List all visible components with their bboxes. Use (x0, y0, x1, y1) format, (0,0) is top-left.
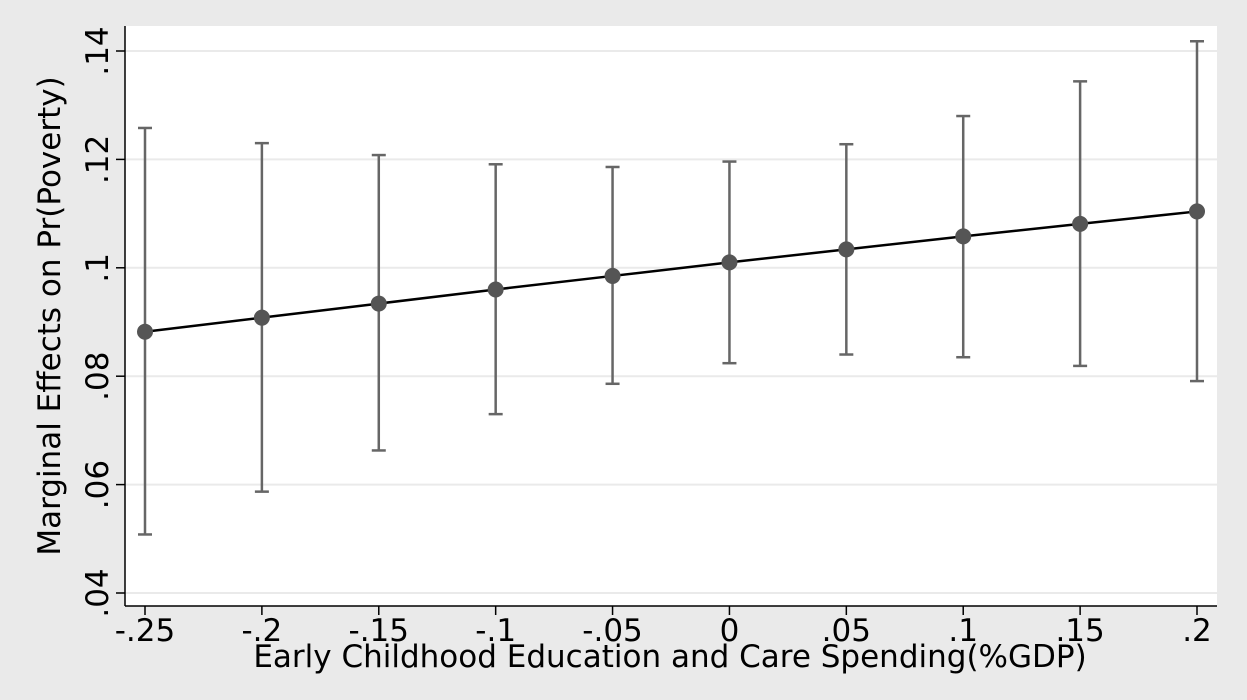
grid-layer (125, 50, 1217, 594)
x-tick-label: -.25 (115, 613, 176, 649)
series-line (144, 210, 1198, 333)
data-point (604, 267, 621, 284)
x-tick-label: -.05 (582, 613, 643, 649)
x-tick-label: .05 (822, 613, 871, 649)
data-point (721, 254, 738, 271)
x-tick-label: .1 (948, 613, 978, 649)
plot-area (125, 26, 1217, 606)
data-point (370, 295, 387, 312)
x-tick-label: -.2 (242, 613, 283, 649)
marker-layer (137, 203, 1205, 340)
line-layer (144, 210, 1198, 333)
y-tick-label: .1 (80, 253, 116, 283)
x-tick-label: 0 (720, 613, 740, 649)
data-point (487, 281, 504, 298)
data-point (1072, 215, 1089, 232)
data-point (955, 228, 972, 245)
x-tick-label: -.1 (475, 613, 516, 649)
y-tick-label: .08 (80, 352, 116, 401)
y-tick-label: .14 (80, 26, 116, 75)
data-point (253, 309, 270, 326)
y-tick-label: .04 (80, 568, 116, 617)
y-tick-label: .06 (80, 460, 116, 509)
data-point (1189, 203, 1205, 220)
x-tick-label: .2 (1182, 613, 1212, 649)
axis-layer: .04 .06 .08 .1 .12 .14 -.25 -.2 -.15 -.1 -.05 0 .05.… (80, 26, 1217, 649)
data-point (137, 323, 153, 340)
data-point (838, 241, 855, 258)
y-axis-title: Marginal Effects on Pr(Poverty) (32, 76, 68, 555)
x-axis-title: Early Childhood Education and Care Spend… (253, 639, 1086, 675)
y-tick-label: .12 (80, 135, 116, 184)
x-tick-label: -.15 (349, 613, 410, 649)
x-tick-label: .15 (1055, 613, 1104, 649)
